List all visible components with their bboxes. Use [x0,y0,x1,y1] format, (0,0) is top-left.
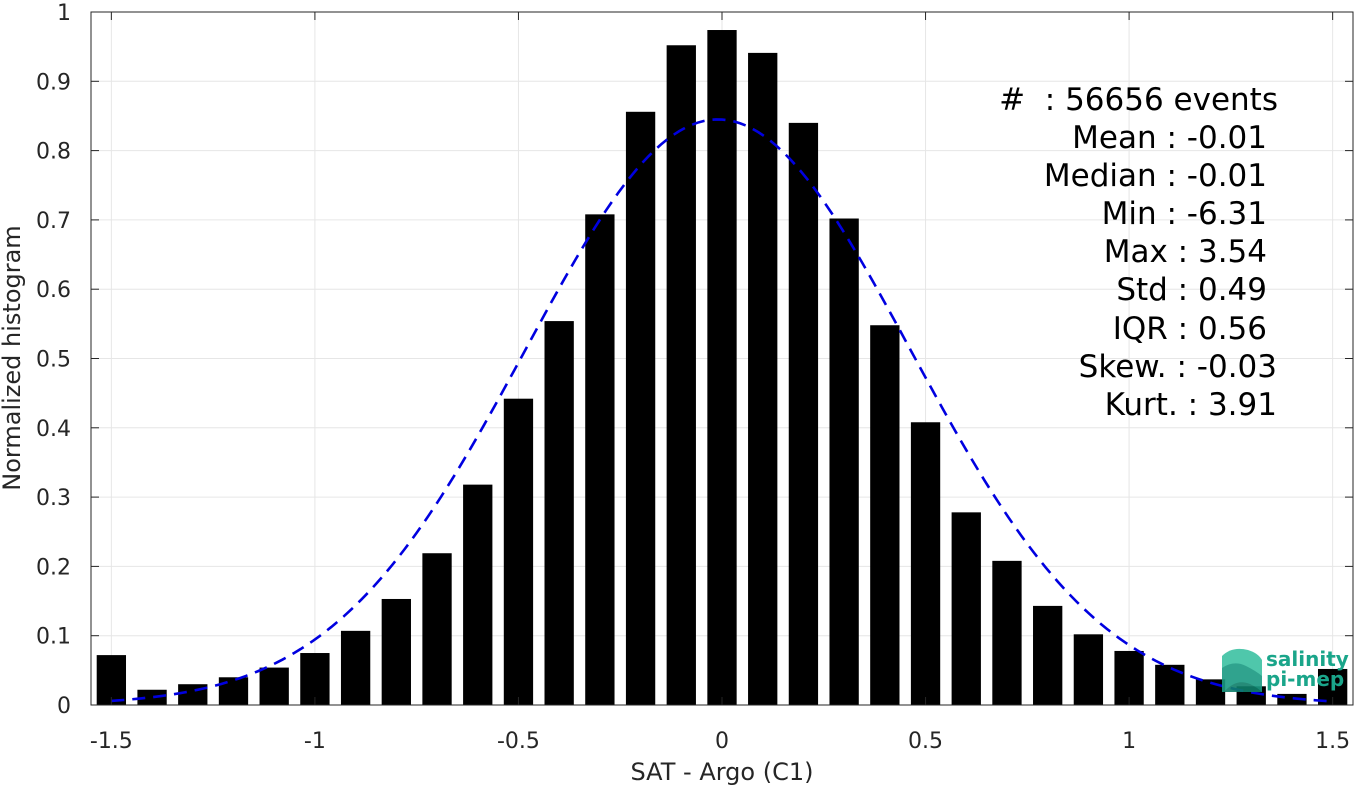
histogram-bar [503,398,534,705]
histogram-bar [544,321,574,705]
stat-iqr: IQR : 0.56 [1113,311,1267,347]
histogram-bar [381,598,411,705]
y-tick-label: 0.4 [36,417,71,442]
y-tick-label: 0.6 [36,278,71,303]
y-tick-label: 0.5 [36,348,71,373]
x-tick-label: 0 [715,729,729,754]
histogram-bar [707,30,737,705]
histogram-bar [1033,605,1063,705]
histogram-bar [829,218,859,705]
histogram-bar [788,122,819,705]
y-tick-label: 0 [57,694,71,719]
stat-median: Median : -0.01 [1044,158,1267,194]
stat-events: # : 56656 events [999,82,1278,118]
histogram-bar [585,214,615,705]
ticks [91,11,1353,706]
y-tick-label: 0.3 [36,486,71,511]
y-tick-label: 0.1 [36,625,71,650]
stat-max: Max : 3.54 [1104,234,1267,270]
y-tick-label: 0.9 [36,70,71,95]
x-tick-label: -1.5 [90,729,133,754]
y-tick-label: 0.8 [36,140,71,165]
stat-skew: Skew. : -0.03 [1079,349,1277,385]
x-tick-label: 0.5 [908,729,943,754]
histogram-bar [96,655,127,705]
x-axis-label: SAT - Argo (C1) [631,758,814,786]
histogram-bar [951,512,981,705]
stat-min: Min : -6.31 [1102,196,1267,232]
y-tick-label: 1 [57,1,71,26]
histogram-bar [259,667,289,705]
histogram-bar [1114,650,1144,705]
stat-std: Std : 0.49 [1116,272,1267,308]
histogram-bar [1277,693,1307,705]
histogram-bar [422,553,452,705]
x-tick-label: -1 [304,729,326,754]
tick-labels: -1.5 -1 -0.5 0 0.5 1 1.5 0 0.1 0.2 0.3 0.4 0.5 0.6 0.7… [36,1,1350,754]
histogram-bar [666,45,696,706]
histogram-bar [340,630,371,705]
y-tick-label: 0.7 [36,209,71,234]
histogram-bar [625,111,656,706]
y-axis-label: Normalized histogram [0,225,26,490]
normal-fit-curve [111,118,1333,703]
histogram-bar [870,325,900,705]
histogram-bar [992,560,1022,705]
logo-text-salinity: salinity [1266,647,1349,671]
x-tick-label: -0.5 [497,729,540,754]
wave-logo-icon [1222,648,1262,692]
histogram-bar [1073,634,1104,705]
bars [96,30,1348,706]
x-tick-label: 1 [1122,729,1136,754]
histogram-bar [218,677,249,705]
histogram-bar [463,484,493,705]
x-tick-label: 1.5 [1315,729,1350,754]
stat-mean: Mean : -0.01 [1072,120,1267,156]
stat-kurt: Kurt. : 3.91 [1105,387,1277,423]
y-tick-label: 0.2 [36,555,71,580]
logo-text-pi-mep: pi-mep [1266,667,1344,691]
histogram-bar [748,52,778,705]
histogram-bar [137,689,167,705]
salinity-pi-mep-logo: salinity pi-mep [1222,647,1349,692]
histogram-bar [300,653,330,705]
stats-annotation: # : 56656 events Mean : -0.01 Median : -… [999,82,1278,423]
histogram-bar [910,422,941,705]
